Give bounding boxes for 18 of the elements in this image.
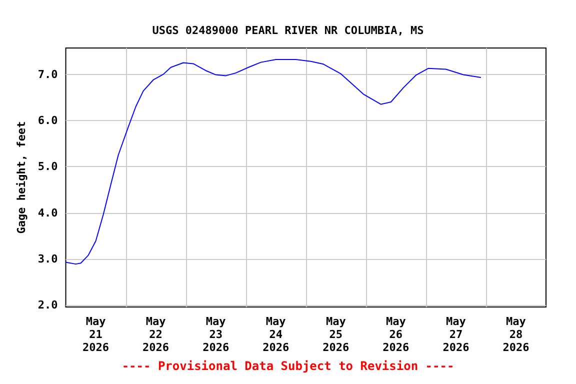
text: ---- Provisional Data Subject to Revision ---- — [122, 359, 454, 373]
y-tick-label: 3.0 — [38, 252, 58, 266]
x-tick-label: May 24 2026 — [262, 315, 290, 354]
x-tick-label: May 27 2026 — [442, 315, 470, 354]
line-series — [65, 59, 482, 265]
x-tick-label: May 26 2026 — [382, 315, 410, 354]
y-tick-label: 6.0 — [38, 114, 58, 127]
x-tick-label: May 21 2026 — [82, 315, 110, 354]
chart-title: USGS 02489000 PEARL RIVER NR COLUMBIA, MS — [152, 24, 424, 37]
y-tick-label: 4.0 — [38, 206, 58, 220]
x-tick-label: May 22 2026 — [142, 315, 170, 354]
x-tick-label: May 28 2026 — [502, 315, 530, 354]
y-axis-title: Gage height, feet — [15, 121, 28, 234]
y-tick-label: 5.0 — [38, 160, 58, 174]
x-tick-label: May 25 2026 — [322, 315, 350, 354]
y-tick-label: 2.0 — [38, 298, 58, 312]
y-tick-label: 7.0 — [38, 68, 58, 81]
x-tick-label: May 23 2026 — [202, 315, 230, 354]
